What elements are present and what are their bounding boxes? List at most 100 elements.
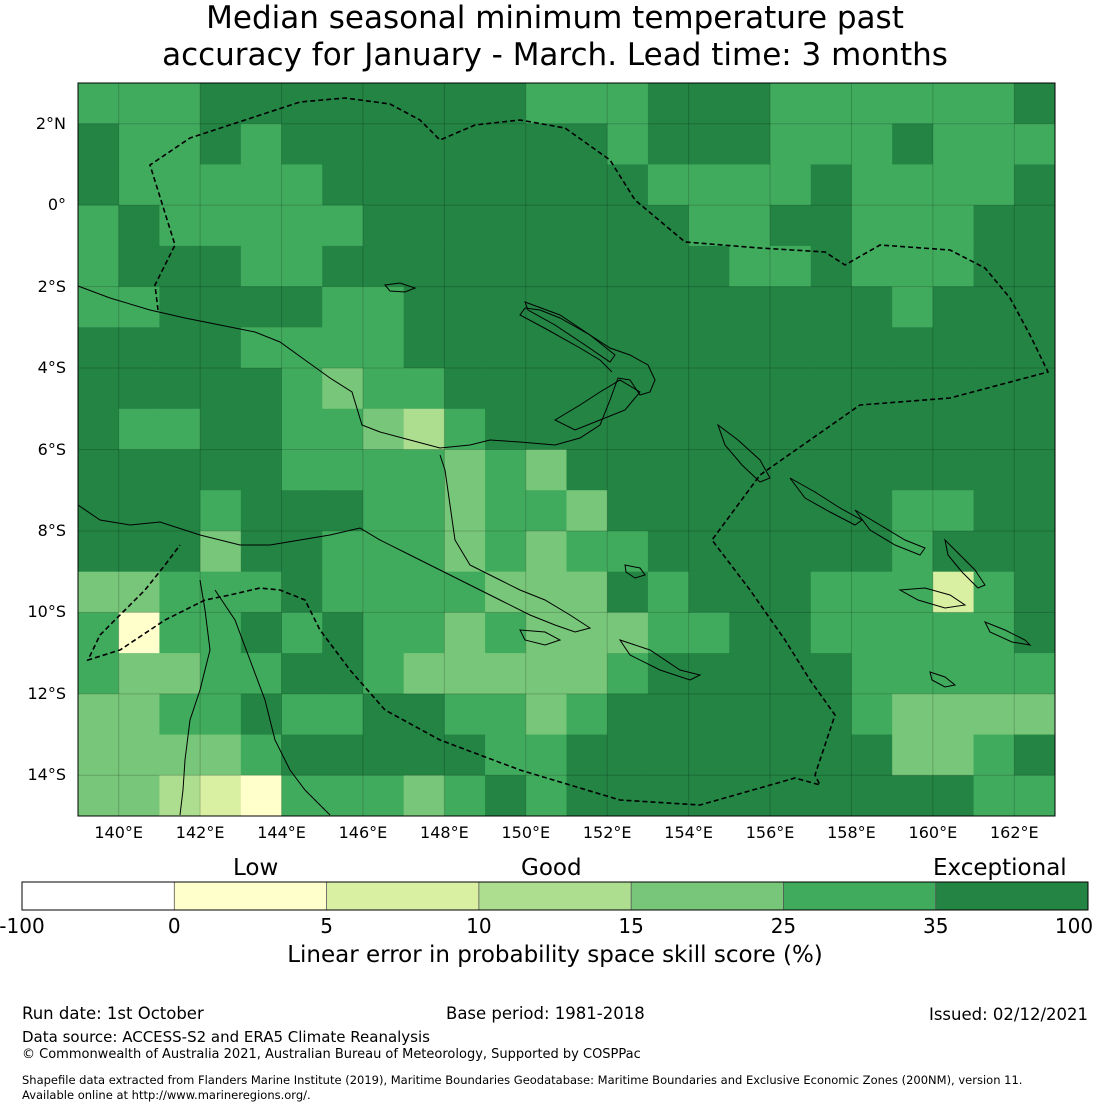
grid-cell <box>159 734 201 776</box>
grid-cell <box>78 449 120 491</box>
lon-label: 162°E <box>989 823 1039 842</box>
grid-cell <box>200 205 242 247</box>
grid-cell <box>525 734 567 776</box>
grid-cell <box>932 693 975 736</box>
grid-cell <box>973 530 1015 573</box>
grid-cell <box>485 612 527 654</box>
map-frame <box>77 82 1056 817</box>
grid-cell <box>810 775 852 817</box>
grid-cell <box>362 612 405 654</box>
makira <box>983 621 1032 646</box>
copyright-notice: © Commonwealth of Australia 2021, Austra… <box>22 1047 641 1062</box>
grid-cell <box>932 205 975 247</box>
grid-cell <box>362 286 405 328</box>
grid-cell <box>118 327 160 369</box>
grid-cell <box>78 245 120 288</box>
grid-cell <box>851 205 893 247</box>
grid-cell <box>729 368 771 410</box>
grid-cell <box>444 449 486 491</box>
lon-label: 152°E <box>582 823 632 842</box>
grid-cell <box>322 530 364 573</box>
grid-cell <box>770 327 812 369</box>
grid-cell <box>851 490 893 532</box>
rennell-island <box>929 671 957 688</box>
grid-cell <box>932 449 975 491</box>
grid-cell <box>566 245 608 288</box>
grid-cell <box>892 449 934 491</box>
grid-cell <box>1014 449 1056 491</box>
grid-cell <box>647 490 690 532</box>
grid-cell <box>281 490 323 532</box>
grid-cell <box>159 368 201 410</box>
grid-cell <box>485 653 527 695</box>
grid-cell <box>851 693 893 736</box>
grid-cell <box>973 775 1015 817</box>
lon-label: 146°E <box>338 823 388 842</box>
grid-cell <box>770 612 812 654</box>
grid-cell <box>444 83 486 125</box>
grid-cell <box>525 693 567 736</box>
grid-cell <box>810 205 852 247</box>
grid-cell <box>78 693 120 736</box>
grid-cell <box>607 693 649 736</box>
data-source: Data source: ACCESS-S2 and ERA5 Climate … <box>22 1028 430 1046</box>
grid-cell <box>362 449 405 491</box>
grid-cell <box>688 286 730 328</box>
grid-cell <box>444 612 486 654</box>
grid-cell <box>159 83 201 125</box>
grid-cell <box>78 286 120 328</box>
grid-cell <box>118 205 160 247</box>
grid-cell <box>159 245 201 288</box>
grid-cell <box>78 83 120 125</box>
grid-cell <box>485 530 527 573</box>
grid-cell <box>525 205 567 247</box>
grid-cell <box>444 368 486 410</box>
grid-cell <box>485 490 527 532</box>
grid-cell <box>770 449 812 491</box>
grid-cell <box>892 490 934 532</box>
colorbar-frame <box>21 881 1089 911</box>
grid-cell <box>200 693 242 736</box>
grid-cell <box>892 530 934 573</box>
grid-cell <box>403 164 445 206</box>
grid-cell <box>647 408 690 450</box>
grid-cell <box>810 612 852 654</box>
grid-cell <box>566 571 608 613</box>
grid-cell <box>729 490 771 532</box>
louisiade-islands <box>618 639 702 681</box>
lon-label: 160°E <box>908 823 958 842</box>
lon-label: 140°E <box>94 823 144 842</box>
grid-cell <box>281 83 323 125</box>
grid-cell <box>525 530 567 573</box>
grid-cell <box>688 612 730 654</box>
bougainville <box>716 423 771 483</box>
grid-cell <box>281 123 323 165</box>
lon-label: 142°E <box>175 823 225 842</box>
grid-cell <box>485 327 527 369</box>
grid-cell <box>240 490 283 532</box>
grid-cell <box>607 286 649 328</box>
grid-cell <box>770 653 812 695</box>
grid-cell <box>892 83 934 125</box>
grid-cell <box>159 123 201 165</box>
colorbar-tick-label: 10 <box>466 914 492 938</box>
grid-cell <box>729 693 771 736</box>
lat-label: 2°N <box>35 113 66 133</box>
grid-cell <box>485 245 527 288</box>
grid-cell <box>688 408 730 450</box>
grid-cell <box>403 530 445 573</box>
grid-cell <box>322 571 364 613</box>
grid-cell <box>403 83 445 125</box>
grid-cell <box>851 449 893 491</box>
shapefile-credit-line1: Shapefile data extracted from Flanders M… <box>22 1073 1023 1087</box>
grid-cell <box>485 734 527 776</box>
grid-cell <box>770 693 812 736</box>
grid-cell <box>78 571 120 613</box>
grid-cell <box>851 612 893 654</box>
grid-cell <box>932 164 975 206</box>
grid-cell <box>200 408 242 450</box>
grid-cell <box>200 368 242 410</box>
grid-cell <box>403 286 445 328</box>
grid-cell <box>78 653 120 695</box>
grid-cell <box>403 123 445 165</box>
